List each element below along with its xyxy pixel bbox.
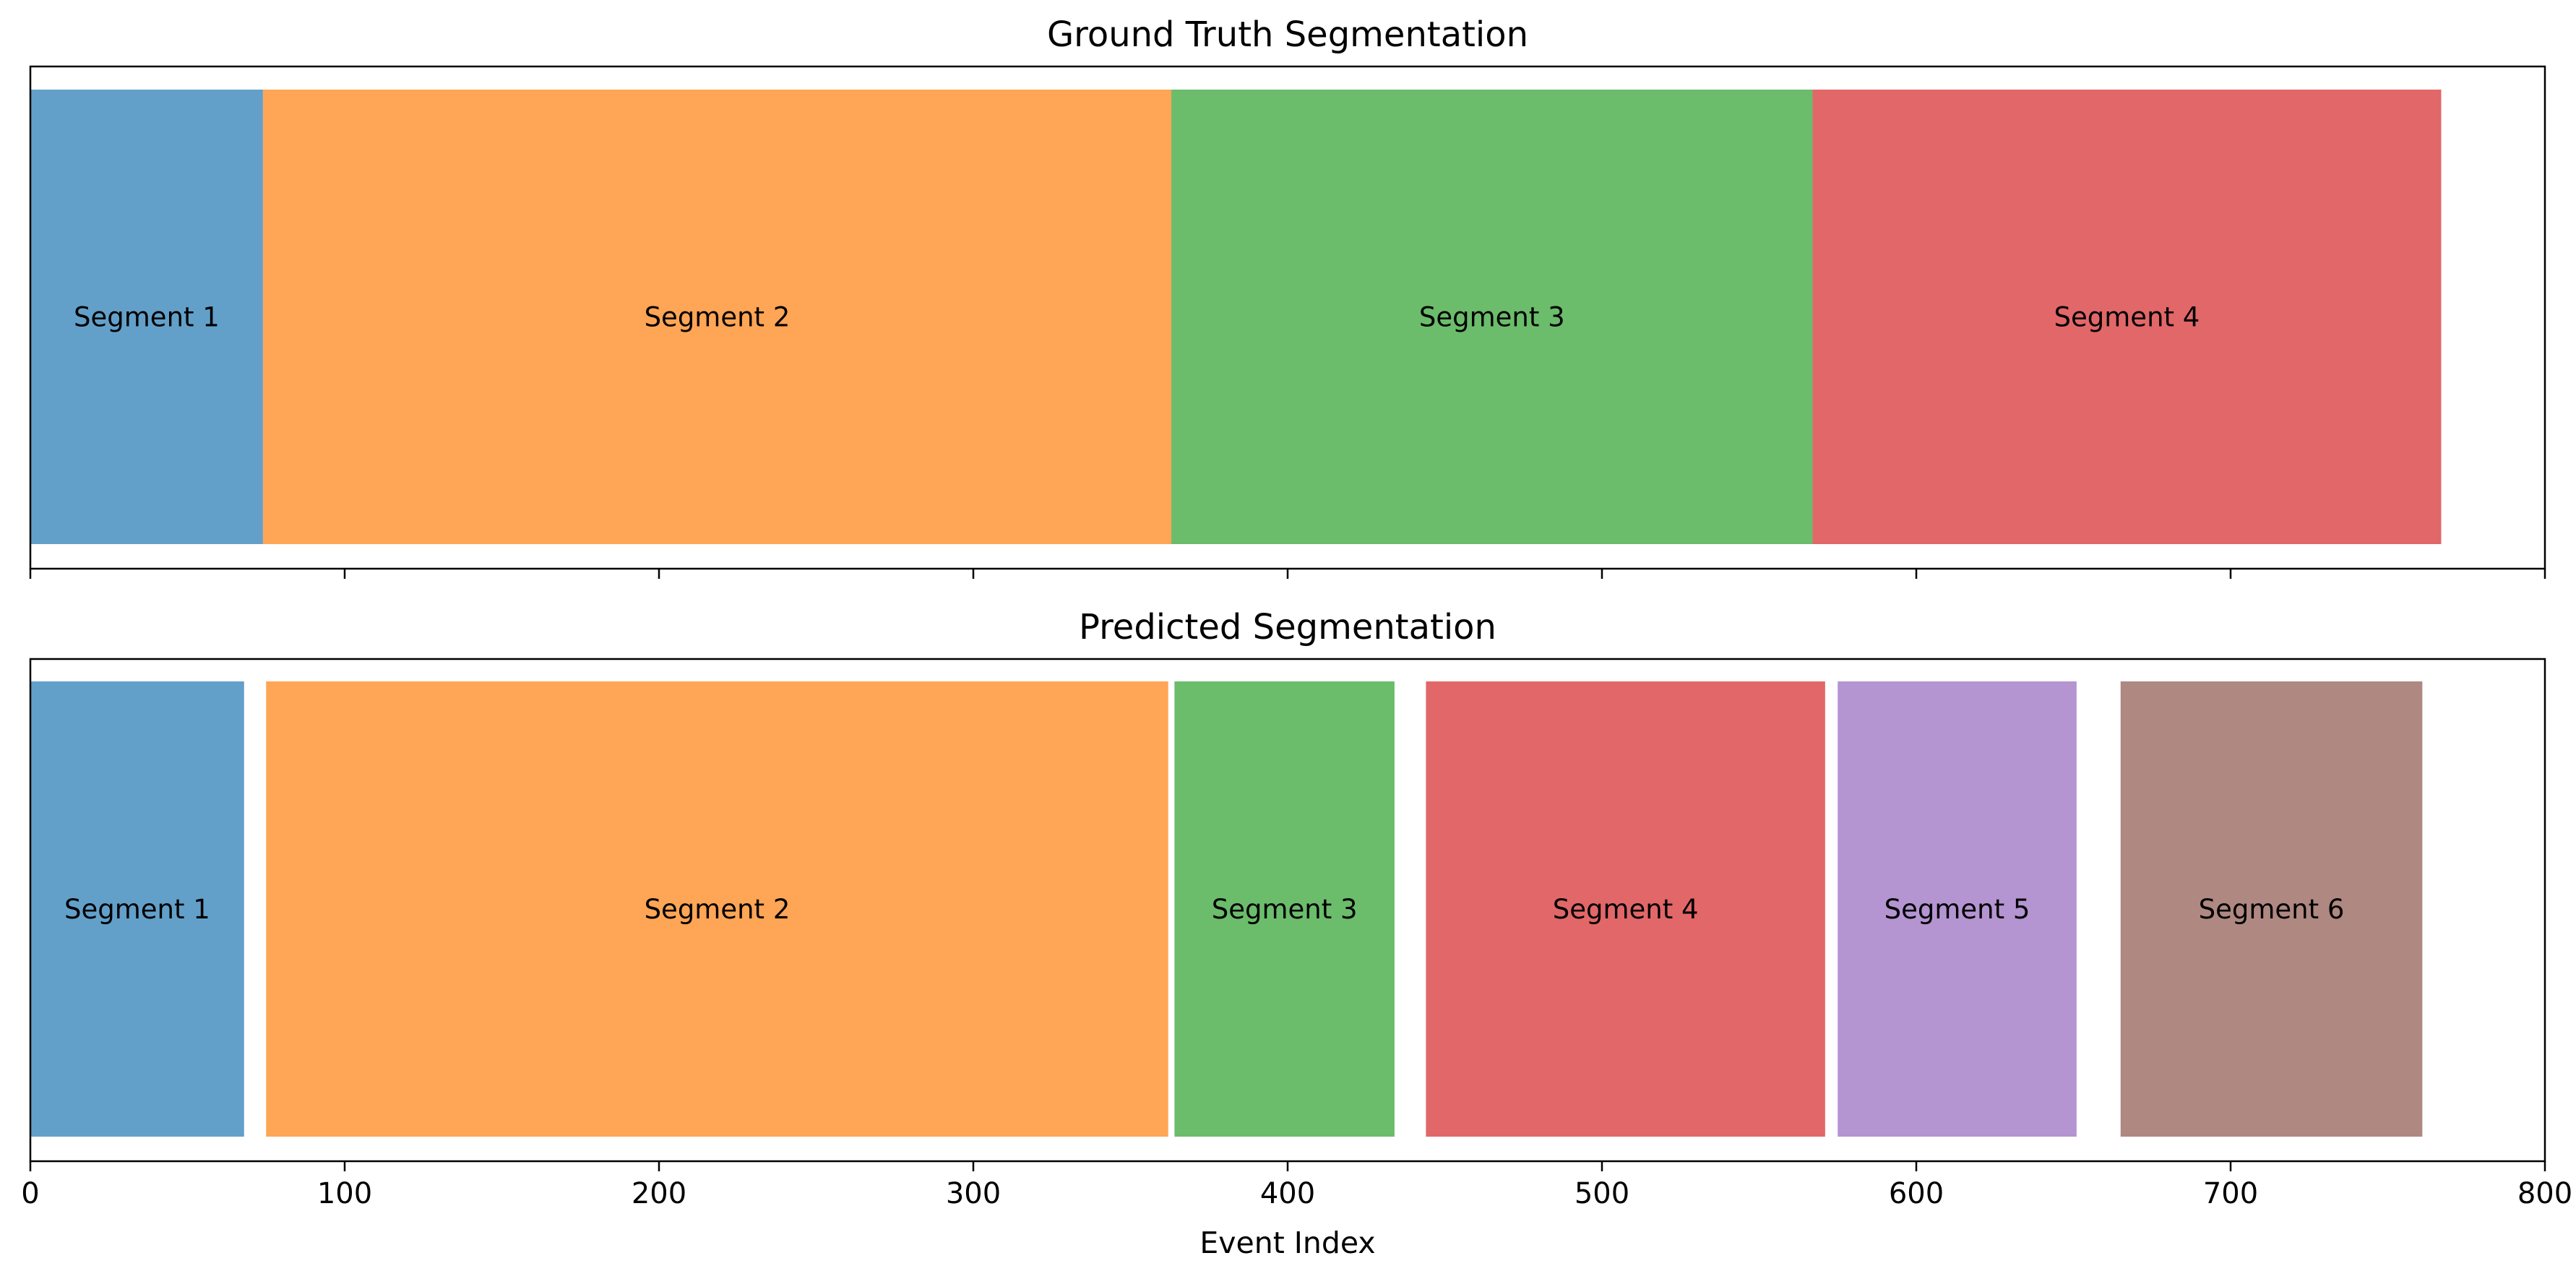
- x-tick-label-1: 100: [317, 1177, 372, 1210]
- segment-label-3: Segment 3: [1419, 302, 1565, 333]
- segment-label-6: Segment 6: [2199, 894, 2345, 925]
- segment-bar-1: [30, 681, 244, 1137]
- segment-bar-4: [1426, 681, 1825, 1137]
- x-tick-label-3: 300: [946, 1177, 1001, 1210]
- panel-title: Predicted Segmentation: [1079, 607, 1496, 647]
- segment-label-1: Segment 1: [64, 894, 210, 925]
- segment-label-1: Segment 1: [74, 302, 220, 333]
- panel-1: Ground Truth Segmentation Segment 1 Segmen…: [29, 14, 2546, 579]
- segment-label-2: Segment 2: [645, 302, 791, 333]
- x-tick-label-5: 500: [1575, 1177, 1629, 1210]
- x-tick-label-7: 700: [2203, 1177, 2258, 1210]
- x-axis-label: Event Index: [1199, 1226, 1375, 1260]
- segment-bar-3: [1171, 90, 1813, 544]
- x-tick-label-8: 800: [2517, 1177, 2572, 1210]
- x-tick-label-4: 400: [1260, 1177, 1315, 1210]
- segment-bar-3: [1174, 681, 1395, 1137]
- x-tick-label-6: 600: [1889, 1177, 1944, 1210]
- x-tick-label-2: 200: [632, 1177, 686, 1210]
- segment-bar-2: [262, 90, 1172, 544]
- segment-bar-2: [266, 681, 1168, 1137]
- segment-label-3: Segment 3: [1212, 894, 1358, 925]
- segment-bar-5: [1838, 681, 2077, 1137]
- segment-bar-1: [30, 90, 263, 544]
- x-tick-label-0: 0: [21, 1177, 39, 1210]
- segment-label-2: Segment 2: [645, 894, 791, 925]
- segment-bar-4: [1812, 90, 2442, 544]
- segment-bar-6: [2120, 681, 2423, 1137]
- segment-label-4: Segment 4: [1553, 894, 1699, 925]
- segment-label-5: Segment 5: [1884, 894, 2030, 925]
- segment-label-4: Segment 4: [2054, 302, 2200, 333]
- panel-2: Predicted Segmentation Segment 1 Segment 2…: [21, 607, 2572, 1260]
- panel-title: Ground Truth Segmentation: [1047, 14, 1528, 55]
